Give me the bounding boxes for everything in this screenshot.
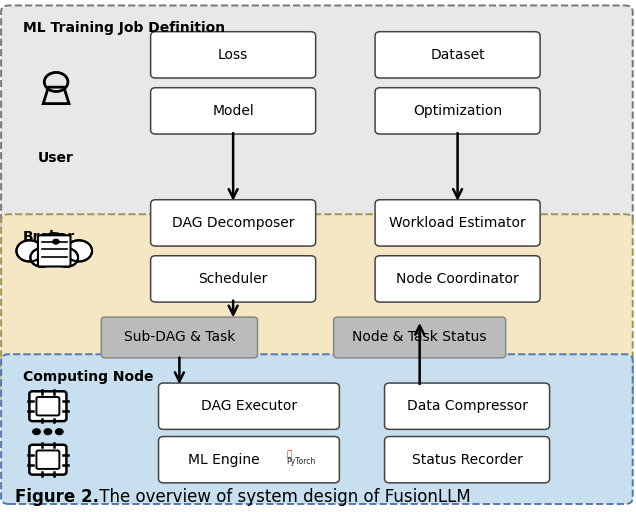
FancyBboxPatch shape [1,214,633,407]
FancyBboxPatch shape [101,317,258,358]
Text: Data Compressor: Data Compressor [406,399,528,413]
FancyBboxPatch shape [38,236,71,267]
FancyBboxPatch shape [334,317,506,358]
FancyBboxPatch shape [29,391,66,421]
Text: DAG Decomposer: DAG Decomposer [172,216,294,230]
FancyBboxPatch shape [151,200,315,246]
Circle shape [31,248,53,267]
FancyBboxPatch shape [36,397,59,415]
Text: Dataset: Dataset [431,48,485,62]
Circle shape [52,239,60,245]
FancyBboxPatch shape [375,32,540,78]
Text: Scheduler: Scheduler [198,272,268,286]
Text: The overview of system design of FusionLLM: The overview of system design of FusionL… [94,487,471,505]
Text: Loss: Loss [218,48,248,62]
Text: Computing Node: Computing Node [23,370,153,383]
FancyBboxPatch shape [158,383,340,430]
Text: Broker: Broker [23,229,75,244]
FancyBboxPatch shape [385,383,550,430]
Text: DAG Executor: DAG Executor [201,399,297,413]
Text: ML Training Job Definition: ML Training Job Definition [23,21,225,35]
Circle shape [39,233,70,259]
Circle shape [55,248,78,267]
Text: Model: Model [212,104,254,118]
Circle shape [32,428,41,435]
Circle shape [55,428,64,435]
Circle shape [66,240,92,262]
Circle shape [43,428,52,435]
Text: Status Recorder: Status Recorder [411,453,523,467]
FancyBboxPatch shape [375,256,540,302]
Text: Optimization: Optimization [413,104,502,118]
Text: Sub-DAG & Task: Sub-DAG & Task [124,330,235,345]
FancyBboxPatch shape [151,88,315,134]
FancyBboxPatch shape [1,354,633,504]
Text: Figure 2.: Figure 2. [15,487,99,505]
FancyBboxPatch shape [375,88,540,134]
FancyBboxPatch shape [36,451,59,469]
FancyBboxPatch shape [29,445,66,475]
Text: ML Engine: ML Engine [188,453,259,467]
Text: PyTorch: PyTorch [286,457,315,466]
FancyBboxPatch shape [158,437,340,483]
FancyBboxPatch shape [151,32,315,78]
FancyBboxPatch shape [1,6,633,229]
Text: 🔥: 🔥 [286,450,291,459]
FancyBboxPatch shape [385,437,550,483]
FancyBboxPatch shape [375,200,540,246]
Text: Node & Task Status: Node & Task Status [352,330,487,345]
Circle shape [17,240,43,262]
Text: User: User [38,151,74,165]
Text: Node Coordinator: Node Coordinator [396,272,519,286]
Text: Workload Estimator: Workload Estimator [389,216,526,230]
FancyBboxPatch shape [151,256,315,302]
